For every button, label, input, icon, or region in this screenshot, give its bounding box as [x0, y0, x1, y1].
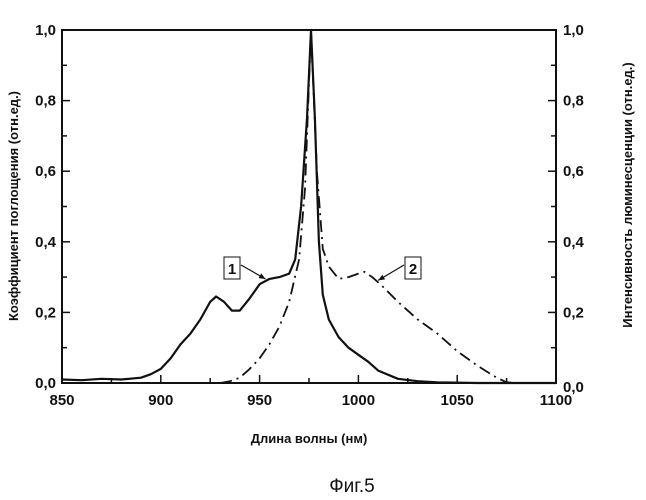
x-tick-label: 950: [247, 392, 272, 409]
series-2-line: [220, 30, 516, 383]
figure-caption: Фиг.5: [329, 476, 375, 497]
x-axis-label: Длина волны (нм): [251, 431, 368, 446]
y-tick-label: 0,4: [35, 234, 57, 251]
y-tick-label: 0,6: [35, 163, 56, 180]
y2-tick-label: 0,6: [563, 163, 584, 180]
y-tick-label: 0,0: [35, 375, 56, 392]
chart: 850900950100010501100 0,00,00,20,20,40,4…: [0, 0, 646, 500]
y2-tick-label: 0,4: [563, 234, 585, 251]
series-1-line: [62, 30, 556, 383]
y2-tick-label: 0,0: [563, 379, 584, 396]
y2-axis-label: Интенсивность люминесценции (отн.ед.): [620, 62, 635, 327]
y-axis-label: Коэффициент поглощения (отн.ед.): [6, 91, 21, 321]
x-tick-label: 1050: [441, 392, 474, 409]
y2-tick-label: 0,8: [563, 93, 584, 110]
y-tick-label: 0,2: [35, 304, 56, 321]
annotation-label: 2: [409, 261, 417, 278]
annotation-label: 1: [228, 261, 236, 278]
y2-tick-label: 0,2: [563, 304, 584, 321]
x-tick-label: 900: [148, 392, 173, 409]
y-tick-label: 0,8: [35, 93, 56, 110]
x-tick-label: 850: [49, 392, 74, 409]
y2-tick-label: 1,0: [563, 22, 584, 39]
x-tick-label: 1000: [342, 392, 375, 409]
y-tick-label: 1,0: [35, 22, 56, 39]
